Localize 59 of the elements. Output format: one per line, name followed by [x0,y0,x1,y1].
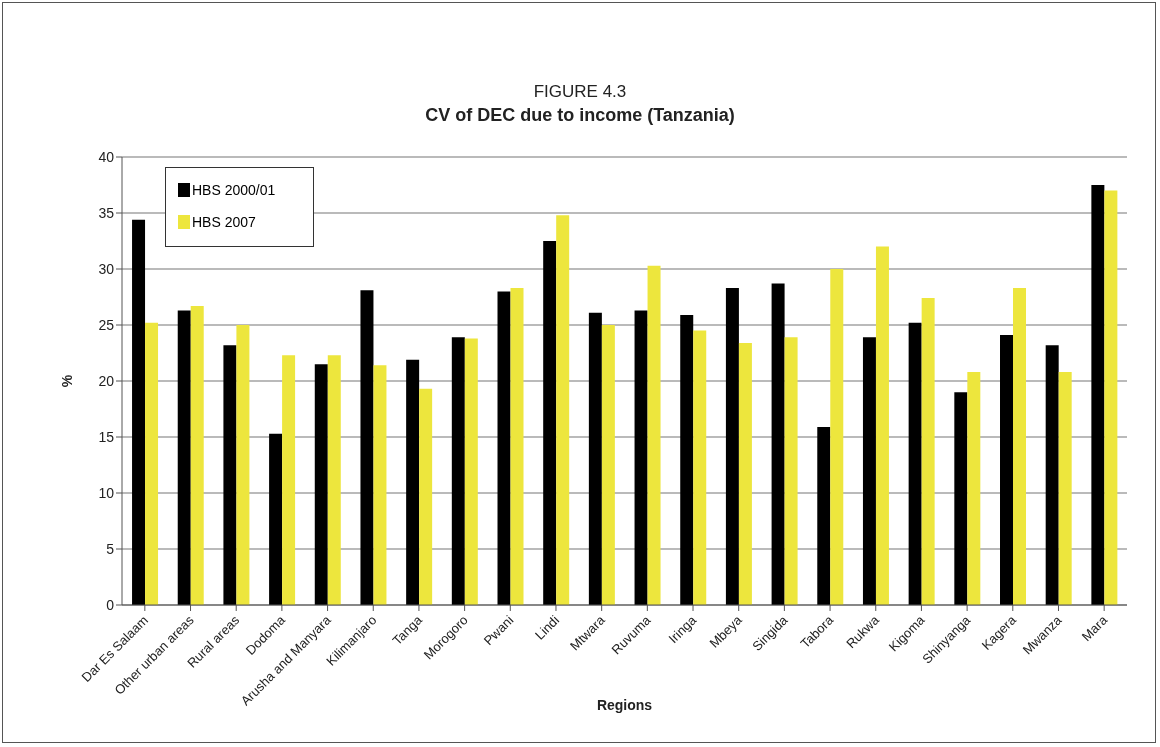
bar [693,330,707,605]
y-tick-label: 40 [98,148,115,165]
bar [908,322,922,605]
bar [464,338,478,605]
bar [543,241,557,605]
bar [738,342,752,605]
legend-label: HBS 2007 [192,214,256,230]
bar [419,388,433,605]
bar [862,337,876,605]
y-tick-label: 35 [98,204,115,221]
bar [1013,288,1026,605]
bar [1045,345,1059,605]
bar [269,433,283,605]
bar [875,246,889,605]
bar [680,314,694,605]
y-axis-title: % [58,374,75,388]
bar [314,364,328,605]
y-tick-label: 25 [98,316,115,333]
bar [223,345,237,605]
chart-subtitle: CV of DEC due to income (Tanzania) [424,105,736,126]
bar [1000,335,1013,605]
bar [360,290,374,605]
bar [1058,372,1072,605]
bar [921,298,935,605]
bar [1104,190,1118,605]
y-tick-label: 0 [106,596,115,613]
bar [784,337,798,605]
bar [817,426,831,605]
bar [634,310,648,605]
bar [282,355,296,605]
bar [177,310,191,605]
y-tick-label: 20 [98,372,115,389]
bar [145,322,159,605]
bar [954,392,968,605]
bar [588,312,602,605]
legend-label: HBS 2000/01 [192,182,276,198]
y-tick-label: 5 [106,540,115,557]
bar [771,283,785,605]
bar [647,265,661,605]
bar [406,359,420,605]
y-tick-label: 30 [98,260,115,277]
bar [190,305,204,605]
bar [510,288,524,605]
bar [601,325,615,605]
bar [497,291,511,605]
bar [132,219,146,605]
x-axis-title: Regions [596,697,653,713]
bar [327,355,341,605]
bar [830,269,844,605]
bar [451,337,465,605]
bar [725,288,739,605]
bar [967,372,981,605]
y-tick-label: 10 [98,484,115,501]
bar [1091,185,1105,605]
y-tick-label: 15 [98,428,115,445]
bar [556,215,570,605]
bar [236,325,250,605]
chart-title: FIGURE 4.3 [532,82,628,102]
bar [373,365,387,605]
